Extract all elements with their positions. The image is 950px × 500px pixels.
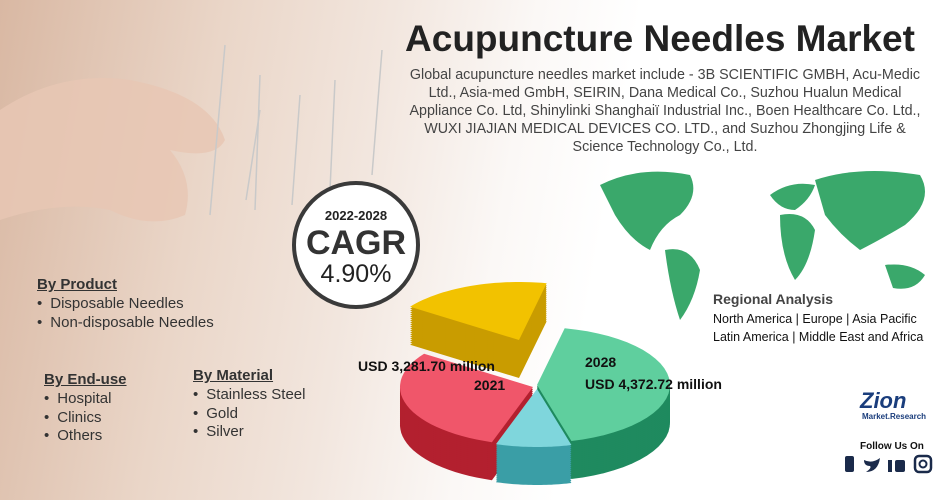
segment-item: Non-disposable Needles [37,314,213,333]
regional-line: Latin America | Middle East and Africa [713,330,924,344]
brand-sub: Market.Research [862,412,927,421]
regional-title: Regional Analysis [713,291,834,307]
cagr-value: 4.90% [320,260,392,288]
hand [0,78,225,222]
brand-logo: Zion [860,388,907,413]
pie-slice [410,282,547,340]
social-icons [845,454,933,474]
pie-slice [400,353,533,443]
year-2021: 2021 [474,377,506,393]
segment-title: By End-use [44,371,127,388]
segment-item: Hospital [44,390,127,409]
year-2028: 2028 [585,354,617,370]
regional-line: North America | Europe | Asia Pacific [713,312,917,326]
cagr-period: 2022-2028 [324,208,388,223]
segment-item: Clinics [44,409,127,428]
segment-title: By Product [37,276,118,293]
value-2021: USD 3,281.70 million [358,358,495,374]
needles [209,44,383,216]
segment-item: Stainless Steel [193,386,305,405]
segment-item: Gold [193,405,306,424]
segment-item: Disposable Needles [37,295,214,314]
cagr-label: CAGR [305,224,407,262]
cagr-badge [292,181,420,309]
pie-3d [400,282,670,485]
pie-slice [537,328,670,441]
segment-title: By Material [193,367,274,384]
social-title: Follow Us On [860,441,924,452]
world-map [600,171,925,320]
pie-slice [495,389,572,447]
segment: By End-use HospitalClinicsOthers [44,371,127,446]
segment-item: Silver [193,423,306,442]
segment: By Product Disposable NeedlesNon-disposa… [37,276,214,332]
title: Acupuncture Needles Market [405,18,915,59]
segment-item: Others [44,427,127,446]
value-2028: USD 4,372.72 million [585,376,722,392]
segment: By Material Stainless SteelGoldSilver [193,367,306,442]
description: Global acupuncture needles market includ… [409,67,921,155]
